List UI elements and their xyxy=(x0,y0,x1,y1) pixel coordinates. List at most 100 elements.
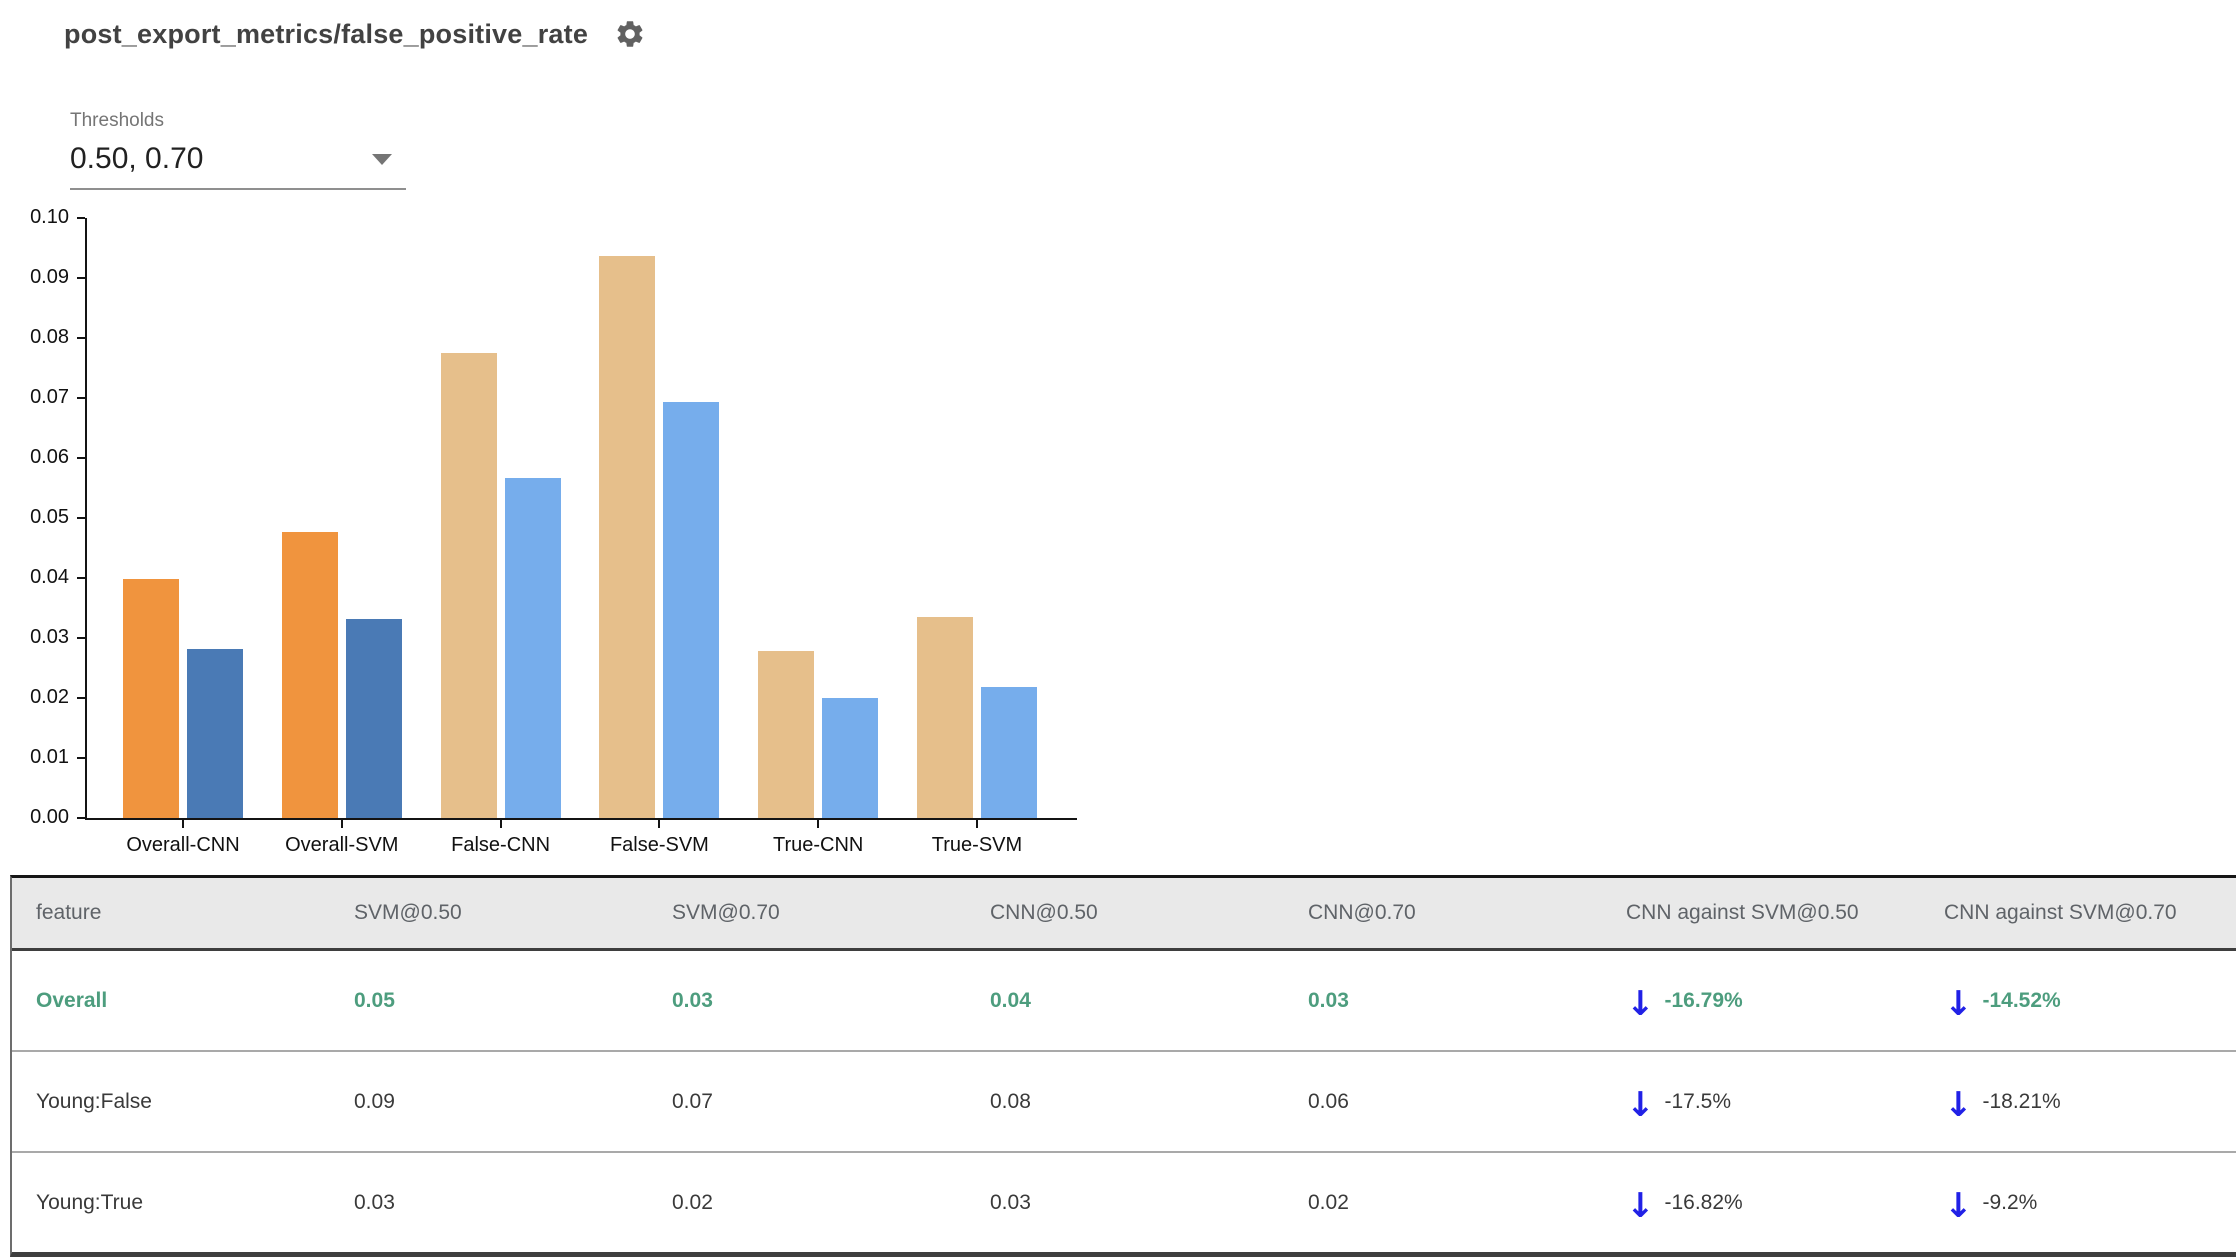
value-cell: 0.03 xyxy=(990,1190,1031,1214)
value-cell: 0.05 xyxy=(354,988,395,1012)
value-cell: 0.09 xyxy=(354,1089,395,1113)
x-axis-label: Overall-CNN xyxy=(126,834,240,856)
value-cell: 0.08 xyxy=(990,1089,1031,1113)
bar-chart: 0.00 0.01 0.02 0.03 0.04 0.05 0.06 0.07 0.08 0.09… xyxy=(30,206,1077,856)
value-cell: 0.04 xyxy=(990,988,1031,1012)
x-tick-mark xyxy=(340,820,343,828)
y-axis-label: 0.06 xyxy=(30,446,69,468)
table-row-overall[interactable]: Overall 0.05 0.03 0.04 0.03 ↓ -16.79% ↓ … xyxy=(12,951,2236,1052)
x-axis-label: False-SVM xyxy=(609,834,709,856)
x-axis-label: True-CNN xyxy=(773,834,864,856)
column-header-cnn70: CNN@0.70 xyxy=(1308,901,1416,924)
delta-cell: ↓ -14.52% xyxy=(1920,983,2236,1024)
value-cell: 0.03 xyxy=(1308,988,1349,1012)
arrow-down-icon: ↓ xyxy=(1944,1185,1973,1226)
thresholds-value: 0.50, 0.70 xyxy=(70,142,204,175)
bar-false-svm-1 xyxy=(663,401,720,818)
bar-false-svm-0 xyxy=(599,255,656,818)
x-tick-mark xyxy=(499,820,502,828)
bar-overall-cnn-1 xyxy=(187,648,243,818)
delta-value: -18.21% xyxy=(1982,1089,2061,1113)
x-tick-mark xyxy=(976,820,978,828)
column-header-svm70: SVM@0.70 xyxy=(672,901,780,924)
bar-overall-svm-1 xyxy=(345,618,402,818)
widget-header: post_export_metrics/false_positive_rate xyxy=(64,18,646,50)
y-axis-label: 0.10 xyxy=(30,206,69,228)
delta-cell: ↓ -17.5% xyxy=(1602,1084,1920,1125)
y-axis-label: 0.01 xyxy=(30,746,69,768)
delta-cell: ↓ -16.79% xyxy=(1602,983,1920,1024)
y-tick-mark xyxy=(77,277,85,279)
value-cell: 0.03 xyxy=(354,1190,395,1214)
y-tick-mark xyxy=(77,517,85,519)
x-tick-mark xyxy=(182,820,184,828)
delta-value: -16.79% xyxy=(1664,988,1743,1012)
y-tick-mark xyxy=(77,577,85,579)
column-header-feature: feature xyxy=(36,901,102,924)
thresholds-select[interactable]: 0.50, 0.70 xyxy=(70,142,406,190)
arrow-down-icon: ↓ xyxy=(1626,1185,1655,1226)
y-tick-mark xyxy=(77,337,85,339)
y-tick-mark xyxy=(77,397,85,399)
feature-cell: Young:True xyxy=(36,1190,144,1214)
bar-true-cnn-1 xyxy=(822,698,879,818)
arrow-down-icon: ↓ xyxy=(1626,1084,1655,1125)
settings-gear-icon[interactable] xyxy=(614,18,646,50)
bar-false-cnn-0 xyxy=(440,353,497,818)
bar-overall-cnn-0 xyxy=(123,579,179,818)
y-axis-label: 0.03 xyxy=(30,626,69,648)
table-header-row: feature SVM@0.50 SVM@0.70 CNN@0.50 CNN@0… xyxy=(12,878,2236,951)
delta-value: -17.5% xyxy=(1664,1089,1732,1113)
thresholds-label: Thresholds xyxy=(70,110,164,131)
page-title: post_export_metrics/false_positive_rate xyxy=(64,18,589,49)
arrow-down-icon: ↓ xyxy=(1944,1084,1973,1125)
table-row-young-true[interactable]: Young:True 0.03 0.02 0.03 0.02 ↓ -16.82%… xyxy=(12,1153,2236,1252)
value-cell: 0.02 xyxy=(672,1190,713,1214)
y-axis-label: 0.02 xyxy=(30,686,69,708)
y-axis-label: 0.09 xyxy=(30,266,69,288)
y-axis-label: 0.07 xyxy=(30,386,69,408)
y-axis-label: 0.08 xyxy=(30,326,69,348)
dropdown-arrow-icon xyxy=(372,153,392,165)
y-tick-mark xyxy=(77,697,85,699)
value-cell: 0.03 xyxy=(672,988,713,1012)
y-tick-mark xyxy=(77,757,85,759)
arrow-down-icon: ↓ xyxy=(1944,983,1973,1024)
delta-cell: ↓ -9.2% xyxy=(1920,1185,2236,1226)
x-axis-label: False-CNN xyxy=(451,834,551,856)
y-axis-label: 0.04 xyxy=(30,566,69,588)
y-axis-label: 0.00 xyxy=(30,806,69,828)
table-row-young-false[interactable]: Young:False 0.09 0.07 0.08 0.06 ↓ -17.5%… xyxy=(12,1052,2236,1153)
y-tick-mark xyxy=(77,457,85,459)
value-cell: 0.02 xyxy=(1308,1190,1349,1214)
y-tick-mark xyxy=(77,217,85,219)
column-header-svm50: SVM@0.50 xyxy=(354,901,462,924)
feature-cell: Young:False xyxy=(36,1089,152,1113)
y-tick-mark xyxy=(77,817,85,819)
x-axis-label: True-SVM xyxy=(931,834,1023,856)
x-tick-mark xyxy=(658,820,661,828)
delta-value: -16.82% xyxy=(1664,1190,1743,1214)
bar-overall-svm-0 xyxy=(281,531,338,818)
delta-cell: ↓ -16.82% xyxy=(1602,1185,1920,1226)
value-cell: 0.07 xyxy=(672,1089,713,1113)
x-tick-mark xyxy=(817,820,820,828)
column-header-cnn50: CNN@0.50 xyxy=(990,901,1098,924)
bar-true-svm-1 xyxy=(981,686,1037,818)
column-header-cnn-against-svm70: CNN against SVM@0.70 xyxy=(1944,901,2177,924)
delta-value: -9.2% xyxy=(1982,1190,2038,1214)
column-header-cnn-against-svm50: CNN against SVM@0.50 xyxy=(1626,901,1859,924)
feature-cell: Overall xyxy=(36,988,108,1012)
bar-true-svm-0 xyxy=(917,617,973,818)
arrow-down-icon: ↓ xyxy=(1626,983,1655,1024)
bar-true-cnn-0 xyxy=(758,650,815,818)
thresholds-control: Thresholds 0.50, 0.70 xyxy=(70,110,406,190)
y-axis-label: 0.05 xyxy=(30,506,69,528)
metrics-table: feature SVM@0.50 SVM@0.70 CNN@0.50 CNN@0… xyxy=(10,875,2236,1257)
bar-false-cnn-1 xyxy=(504,477,561,818)
value-cell: 0.06 xyxy=(1308,1089,1349,1113)
delta-value: -14.52% xyxy=(1982,988,2061,1012)
delta-cell: ↓ -18.21% xyxy=(1920,1084,2236,1125)
y-tick-mark xyxy=(77,637,85,639)
